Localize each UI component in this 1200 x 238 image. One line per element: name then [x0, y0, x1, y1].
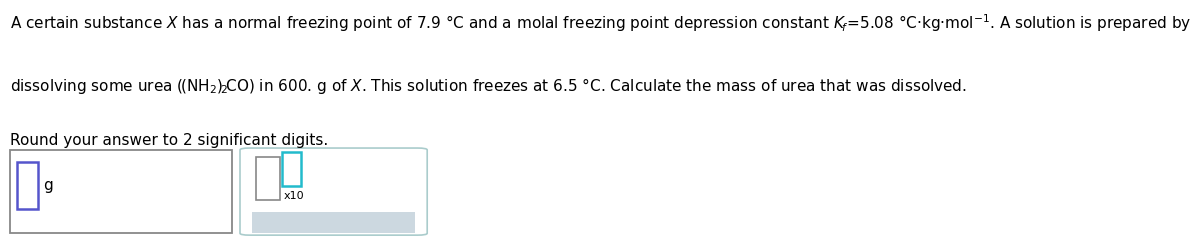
Text: Round your answer to 2 significant digits.: Round your answer to 2 significant digit… [10, 133, 328, 148]
Bar [252, 212, 415, 233]
Text: A certain substance $\mathit{X}$ has a normal freezing point of 7.9 °C and a mol: A certain substance $\mathit{X}$ has a n… [10, 12, 1192, 34]
Bar [282, 152, 301, 186]
Bar [17, 162, 38, 209]
Text: g: g [43, 178, 53, 193]
Bar [256, 157, 280, 200]
Text: dissolving some urea $\left(\!\left(\mathrm{NH_2}\right)_{\!2}\!\mathrm{CO}\righ: dissolving some urea $\left(\!\left(\mat… [10, 76, 966, 96]
Text: x10: x10 [283, 191, 304, 201]
FancyBboxPatch shape [240, 148, 427, 235]
Bar [10, 150, 232, 233]
